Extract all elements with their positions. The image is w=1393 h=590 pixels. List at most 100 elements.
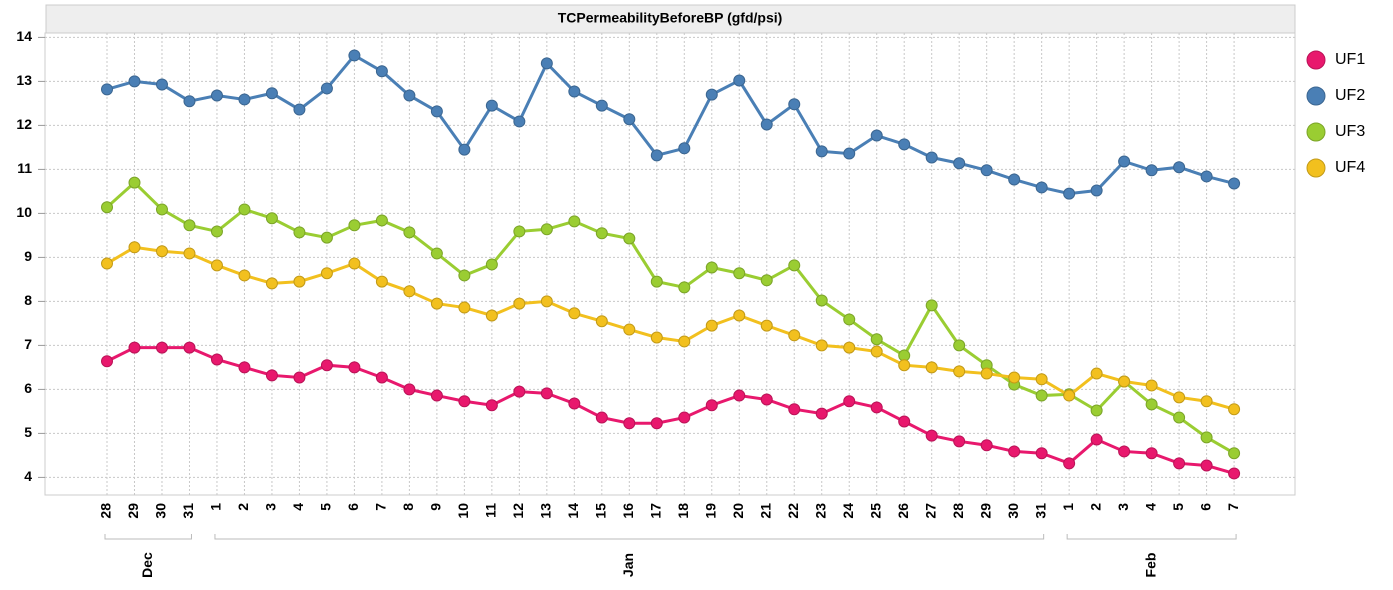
data-point bbox=[953, 157, 966, 170]
data-point bbox=[623, 113, 636, 126]
data-point bbox=[101, 83, 113, 96]
x-tick-label: 1 bbox=[208, 503, 224, 511]
data-point bbox=[430, 297, 443, 310]
data-point bbox=[925, 299, 938, 312]
data-point bbox=[513, 385, 526, 398]
data-point bbox=[623, 417, 636, 430]
group-bracket bbox=[1066, 534, 1237, 540]
x-tick-label: 4 bbox=[290, 503, 306, 511]
data-point bbox=[1063, 187, 1076, 200]
data-point bbox=[183, 95, 196, 108]
data-point bbox=[1173, 411, 1186, 424]
data-point bbox=[1035, 447, 1048, 460]
data-point bbox=[540, 223, 553, 236]
chart-title: TCPermeabilityBeforeBP (gfd/psi) bbox=[558, 10, 783, 26]
data-point bbox=[1063, 389, 1076, 402]
data-point bbox=[1008, 445, 1021, 458]
x-tick-label: 28 bbox=[950, 503, 966, 519]
data-point bbox=[210, 89, 223, 102]
data-point bbox=[430, 105, 443, 118]
legend-label: UF2 bbox=[1335, 87, 1365, 104]
data-point bbox=[953, 365, 966, 378]
data-point bbox=[430, 247, 443, 260]
x-group-label: Jan bbox=[620, 553, 636, 577]
x-tick-label: 16 bbox=[620, 503, 636, 519]
legend-label: UF4 bbox=[1335, 159, 1365, 176]
data-point bbox=[1035, 181, 1048, 194]
data-point bbox=[1090, 184, 1103, 197]
data-point bbox=[485, 258, 498, 271]
x-tick-label: 30 bbox=[153, 503, 169, 519]
data-point bbox=[265, 212, 278, 225]
x-tick-label: 31 bbox=[180, 503, 196, 519]
data-point bbox=[1118, 155, 1131, 168]
data-point bbox=[788, 98, 801, 111]
data-point bbox=[403, 89, 416, 102]
data-point bbox=[705, 319, 718, 332]
data-point bbox=[348, 257, 361, 270]
legend-swatch bbox=[1306, 122, 1326, 142]
legend-swatch bbox=[1306, 86, 1326, 106]
data-point bbox=[265, 277, 278, 290]
data-point bbox=[1145, 398, 1158, 411]
y-tick-label: 7 bbox=[24, 336, 32, 352]
series-line bbox=[106, 245, 1235, 411]
x-tick-label: 7 bbox=[1225, 503, 1241, 511]
data-point bbox=[210, 353, 223, 366]
data-point bbox=[155, 245, 168, 258]
data-point bbox=[705, 88, 718, 101]
data-point bbox=[953, 435, 966, 448]
data-point bbox=[485, 399, 498, 412]
data-point bbox=[1145, 164, 1158, 177]
x-tick-label: 25 bbox=[867, 503, 883, 519]
data-point bbox=[815, 407, 828, 420]
data-point bbox=[623, 323, 636, 336]
x-tick-label: 5 bbox=[318, 503, 334, 511]
data-point bbox=[1228, 467, 1241, 480]
data-point bbox=[705, 399, 718, 412]
y-tick-label: 11 bbox=[17, 160, 32, 176]
data-point bbox=[1200, 431, 1213, 444]
data-point bbox=[540, 295, 553, 308]
data-point bbox=[183, 219, 196, 232]
data-point bbox=[925, 429, 938, 442]
data-point bbox=[1035, 389, 1048, 402]
data-point bbox=[650, 275, 663, 288]
y-tick-label: 4 bbox=[24, 468, 32, 484]
data-point bbox=[320, 231, 333, 244]
data-point bbox=[1173, 457, 1186, 470]
data-point bbox=[485, 99, 498, 112]
data-point bbox=[1008, 371, 1021, 384]
data-point bbox=[1228, 177, 1241, 190]
data-point bbox=[898, 359, 911, 372]
data-point bbox=[320, 267, 333, 280]
x-group-label: Dec bbox=[139, 552, 155, 578]
data-point bbox=[1008, 173, 1021, 186]
data-point bbox=[595, 227, 608, 240]
data-point bbox=[403, 383, 416, 396]
data-point bbox=[101, 201, 113, 214]
data-point bbox=[513, 225, 526, 238]
data-point bbox=[733, 267, 746, 280]
data-point bbox=[678, 335, 691, 348]
data-point bbox=[403, 285, 416, 298]
x-tick-label: 28 bbox=[98, 503, 114, 519]
data-point bbox=[925, 151, 938, 164]
data-point bbox=[925, 361, 938, 374]
data-point bbox=[128, 241, 141, 254]
x-tick-label: 18 bbox=[675, 503, 691, 519]
data-point bbox=[128, 176, 141, 189]
data-point bbox=[155, 78, 168, 91]
x-tick-label: 8 bbox=[400, 503, 416, 511]
series-line bbox=[106, 346, 1235, 475]
x-tick-label: 22 bbox=[785, 503, 801, 519]
data-point bbox=[238, 203, 251, 216]
x-tick-label: 10 bbox=[455, 503, 471, 519]
data-point bbox=[568, 397, 581, 410]
y-tick-label: 13 bbox=[16, 72, 32, 88]
x-tick-label: 9 bbox=[428, 503, 444, 511]
x-tick-label: 12 bbox=[510, 503, 526, 519]
data-point bbox=[870, 333, 883, 346]
data-point bbox=[238, 361, 251, 374]
